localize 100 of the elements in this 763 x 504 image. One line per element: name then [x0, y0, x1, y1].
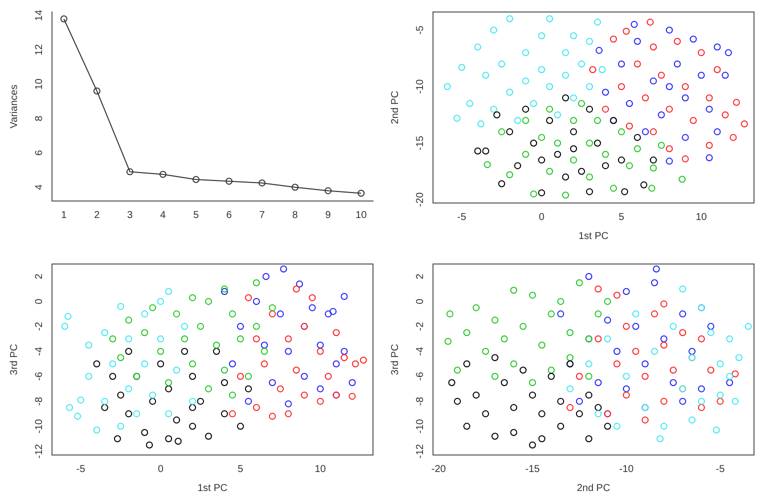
point: [585, 272, 592, 280]
point: [482, 148, 490, 155]
point: [466, 100, 474, 108]
point: [133, 410, 140, 418]
point: [77, 396, 84, 404]
point: [498, 60, 506, 68]
point: [181, 335, 188, 342]
point: [258, 179, 266, 186]
point: [562, 94, 570, 102]
point: [316, 348, 324, 355]
point: [698, 385, 705, 392]
point: [585, 435, 592, 442]
point: [546, 116, 554, 124]
point: [594, 335, 602, 342]
y-axis-title: 2nd PC: [390, 90, 401, 124]
point: [688, 416, 696, 424]
point: [660, 422, 668, 430]
point: [557, 422, 564, 430]
point: [530, 100, 538, 108]
point: [538, 189, 546, 196]
point: [474, 44, 482, 51]
point: [332, 329, 340, 336]
point: [477, 120, 484, 128]
point: [125, 316, 132, 324]
point: [656, 435, 664, 442]
x-tick-label: 0: [158, 464, 164, 475]
point: [660, 398, 668, 405]
point: [538, 66, 546, 74]
x-tick-label: -5: [457, 212, 467, 223]
y-tick-label: -2: [34, 322, 45, 331]
point: [220, 288, 228, 295]
point: [726, 335, 734, 342]
point: [101, 329, 108, 336]
x-tick-label: 10: [696, 212, 708, 223]
point: [585, 360, 592, 368]
point: [714, 128, 721, 136]
point: [706, 154, 713, 162]
point: [679, 398, 686, 405]
point: [482, 348, 490, 355]
y-tick-label: -10: [414, 78, 426, 94]
x-tick-label: 5: [193, 210, 200, 221]
point: [189, 422, 196, 430]
point: [66, 404, 74, 412]
point: [340, 354, 348, 362]
point: [548, 372, 555, 380]
point: [604, 335, 612, 342]
point: [260, 342, 268, 349]
point: [618, 60, 625, 68]
point: [197, 322, 204, 330]
x-tick-label: 5: [238, 464, 244, 475]
point: [585, 372, 592, 380]
point: [528, 392, 536, 399]
point: [586, 174, 594, 181]
x-tick-label: 10: [314, 464, 326, 475]
point: [706, 142, 713, 149]
point: [666, 106, 673, 113]
point: [358, 190, 365, 197]
point: [570, 145, 578, 152]
point: [528, 292, 536, 299]
point: [658, 111, 665, 118]
point: [101, 398, 108, 405]
point: [698, 49, 705, 56]
point: [632, 348, 640, 355]
point: [165, 435, 172, 442]
point: [85, 372, 92, 380]
point: [522, 116, 530, 124]
point: [674, 38, 681, 45]
point: [576, 279, 583, 286]
point: [707, 322, 714, 330]
y-tick-label: 10: [34, 78, 45, 90]
point: [276, 310, 284, 318]
point: [666, 158, 673, 165]
point: [744, 322, 752, 330]
point: [482, 410, 490, 418]
point: [679, 310, 686, 318]
point: [602, 88, 609, 96]
point: [117, 422, 124, 430]
point: [491, 316, 498, 324]
point: [292, 366, 300, 374]
point: [117, 392, 124, 399]
point: [141, 310, 148, 318]
point: [453, 114, 460, 122]
y-tick-label: 14: [34, 9, 45, 21]
point: [205, 385, 212, 392]
point: [740, 120, 748, 128]
y-tick-label: -10: [414, 418, 426, 434]
point: [679, 329, 686, 336]
point: [650, 77, 657, 84]
point: [252, 279, 260, 286]
point: [506, 128, 514, 136]
point: [444, 83, 451, 90]
x-tick-label: -15: [525, 464, 540, 475]
point: [330, 308, 337, 315]
point: [586, 38, 594, 45]
point: [296, 280, 304, 288]
x-tick-label: 9: [325, 210, 332, 221]
point: [674, 60, 681, 68]
point: [192, 176, 200, 184]
point: [252, 404, 260, 412]
point: [538, 435, 546, 442]
